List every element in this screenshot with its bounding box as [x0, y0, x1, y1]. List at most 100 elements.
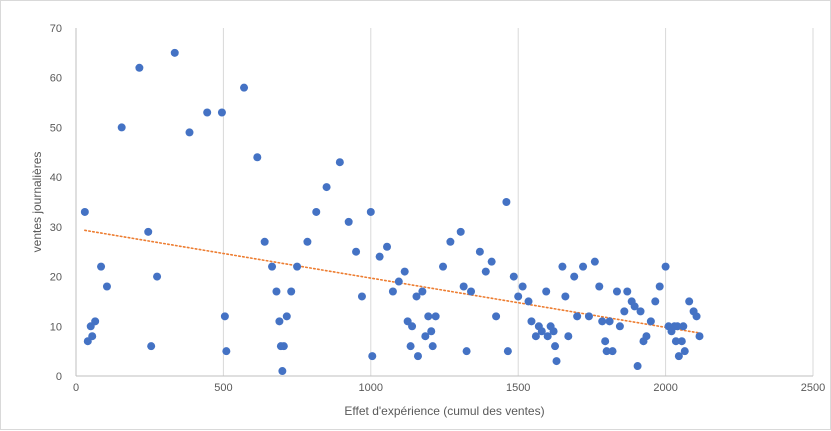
data-point	[598, 317, 607, 326]
data-point	[573, 312, 582, 321]
data-point	[487, 257, 496, 266]
data-point	[117, 123, 126, 132]
data-point	[615, 322, 624, 331]
data-point	[552, 357, 561, 366]
data-point	[303, 237, 312, 246]
tick-labels: 0 500 1000 1500 2000 2500 0 10 20 30 40 50 60 70	[50, 23, 825, 394]
data-point	[185, 128, 194, 137]
data-point	[590, 257, 599, 266]
y-tick-label: 40	[50, 172, 62, 184]
data-point	[595, 282, 604, 291]
gridlines	[222, 28, 814, 376]
data-point	[357, 292, 366, 301]
data-point	[620, 307, 629, 316]
x-tick-label: 2500	[801, 382, 825, 394]
data-point	[312, 207, 321, 216]
data-point	[651, 297, 660, 306]
x-tick-label: 1000	[359, 382, 383, 394]
data-point	[91, 317, 100, 326]
data-point	[673, 322, 682, 331]
data-point	[564, 332, 573, 341]
data-point	[418, 287, 427, 296]
data-point	[287, 287, 296, 296]
data-point	[570, 272, 579, 281]
x-tick-label: 2000	[653, 382, 677, 394]
data-point	[446, 237, 455, 246]
data-point	[80, 207, 89, 216]
data-point	[605, 317, 614, 326]
data-point	[601, 337, 610, 346]
data-point	[692, 312, 701, 321]
data-point	[551, 342, 560, 351]
data-point	[279, 342, 288, 351]
data-point	[217, 108, 226, 117]
data-point	[542, 287, 551, 296]
data-point	[462, 347, 471, 356]
data-point	[456, 227, 465, 236]
data-point	[344, 217, 353, 226]
axes	[75, 28, 813, 377]
data-point	[561, 292, 570, 301]
data-point	[527, 317, 536, 326]
trendline	[84, 229, 699, 334]
data-point	[368, 352, 377, 361]
data-point	[88, 332, 97, 341]
data-point	[275, 317, 284, 326]
x-tick-label: 1500	[506, 382, 530, 394]
y-tick-label: 70	[50, 23, 62, 35]
data-point	[531, 332, 540, 341]
data-point	[428, 342, 437, 351]
data-point	[685, 297, 694, 306]
data-point	[147, 342, 156, 351]
data-point	[655, 282, 664, 291]
data-point	[375, 252, 384, 261]
data-point	[558, 262, 567, 271]
data-point	[518, 282, 527, 291]
data-point	[412, 292, 421, 301]
data-point	[543, 332, 552, 341]
data-point	[671, 337, 680, 346]
data-point	[633, 362, 642, 371]
data-point	[170, 48, 179, 57]
y-tick-label: 60	[50, 73, 62, 85]
data-point	[408, 322, 417, 331]
data-point	[695, 332, 704, 341]
data-point	[636, 307, 645, 316]
data-point	[679, 322, 688, 331]
x-axis-title: Effet d'expérience (cumul des ventes)	[344, 404, 544, 418]
data-point	[503, 347, 512, 356]
data-point	[260, 237, 269, 246]
data-point	[431, 312, 440, 321]
data-point	[413, 352, 422, 361]
data-point	[467, 287, 476, 296]
data-point	[514, 292, 523, 301]
y-tick-label: 50	[50, 122, 62, 134]
data-point	[240, 83, 249, 92]
data-point	[602, 347, 611, 356]
data-point	[153, 272, 162, 281]
data-point	[352, 247, 361, 256]
data-point	[677, 337, 686, 346]
data-point	[272, 287, 281, 296]
data-point	[268, 262, 277, 271]
data-point	[322, 183, 331, 192]
data-point	[366, 207, 375, 216]
data-point	[253, 153, 262, 162]
data-point	[680, 347, 689, 356]
data-point	[282, 312, 291, 321]
data-point	[584, 312, 593, 321]
data-point	[424, 312, 433, 321]
data-point	[203, 108, 212, 117]
data-point	[524, 297, 533, 306]
data-point	[278, 367, 287, 376]
data-points	[80, 48, 704, 376]
data-point	[97, 262, 106, 271]
data-point	[549, 327, 558, 336]
data-point	[674, 352, 683, 361]
data-point	[537, 327, 546, 336]
data-point	[439, 262, 448, 271]
data-point	[475, 247, 484, 256]
data-point	[459, 282, 468, 291]
data-point	[492, 312, 501, 321]
